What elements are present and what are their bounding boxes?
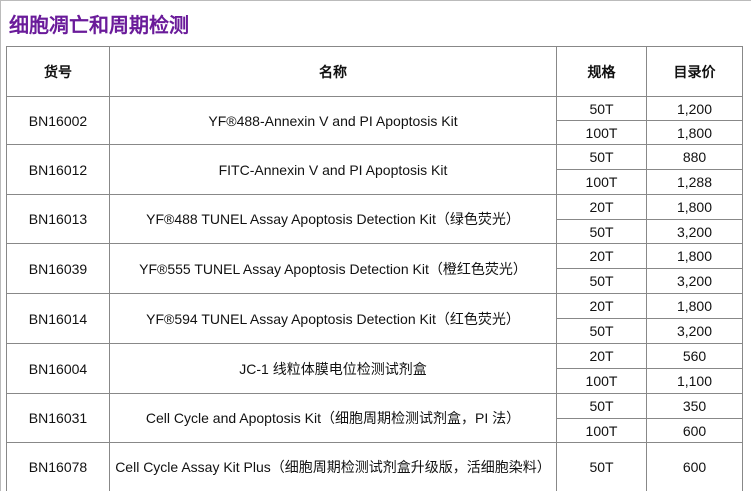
spec-size: 50T bbox=[556, 318, 647, 344]
product-name: Cell Cycle Assay Kit Plus（细胞周期检测试剂盒升级版，活… bbox=[109, 442, 557, 491]
product-name: JC-1 线粒体膜电位检测试剂盒 bbox=[109, 343, 557, 394]
section-title: 细胞凋亡和周期检测 bbox=[9, 13, 189, 37]
spec-size: 100T bbox=[556, 368, 647, 394]
product-id: BN16012 bbox=[6, 144, 110, 195]
spec-price: 1,200 bbox=[646, 96, 743, 121]
spec-price: 1,800 bbox=[646, 194, 743, 220]
product-id: BN16031 bbox=[6, 393, 110, 443]
product-id: BN16013 bbox=[6, 194, 110, 244]
product-name: YF®488 TUNEL Assay Apoptosis Detection K… bbox=[109, 194, 557, 244]
spec-size: 100T bbox=[556, 120, 647, 145]
header-cell: 货号 bbox=[6, 46, 110, 97]
spec-price: 1,100 bbox=[646, 368, 743, 394]
product-id: BN16014 bbox=[6, 293, 110, 344]
spec-size: 100T bbox=[556, 169, 647, 195]
product-name: YF®555 TUNEL Assay Apoptosis Detection K… bbox=[109, 243, 557, 294]
spec-size: 50T bbox=[556, 393, 647, 419]
spec-price: 1,800 bbox=[646, 293, 743, 319]
product-id: BN16002 bbox=[6, 96, 110, 145]
product-name: YF®594 TUNEL Assay Apoptosis Detection K… bbox=[109, 293, 557, 344]
product-id: BN16078 bbox=[6, 442, 110, 491]
spec-size: 20T bbox=[556, 194, 647, 220]
spec-size: 50T bbox=[556, 268, 647, 294]
spec-size: 50T bbox=[556, 442, 647, 491]
spec-price: 3,200 bbox=[646, 318, 743, 344]
spec-price: 600 bbox=[646, 418, 743, 443]
spec-price: 3,200 bbox=[646, 268, 743, 294]
spec-size: 50T bbox=[556, 96, 647, 121]
product-name: FITC-Annexin V and PI Apoptosis Kit bbox=[109, 144, 557, 195]
spec-size: 50T bbox=[556, 144, 647, 170]
spec-price: 600 bbox=[646, 442, 743, 491]
product-name: Cell Cycle and Apoptosis Kit（细胞周期检测试剂盒，P… bbox=[109, 393, 557, 443]
spec-price: 1,800 bbox=[646, 120, 743, 145]
spec-price: 350 bbox=[646, 393, 743, 419]
spec-price: 880 bbox=[646, 144, 743, 170]
spec-price: 1,800 bbox=[646, 243, 743, 269]
product-id: BN16039 bbox=[6, 243, 110, 294]
header-cell: 名称 bbox=[109, 46, 557, 97]
spec-size: 100T bbox=[556, 418, 647, 443]
header-cell: 目录价 bbox=[646, 46, 743, 97]
spec-price: 3,200 bbox=[646, 219, 743, 244]
spec-price: 560 bbox=[646, 343, 743, 369]
spec-size: 20T bbox=[556, 243, 647, 269]
spec-size: 50T bbox=[556, 219, 647, 244]
spec-size: 20T bbox=[556, 293, 647, 319]
product-id: BN16004 bbox=[6, 343, 110, 394]
spec-price: 1,288 bbox=[646, 169, 743, 195]
spec-size: 20T bbox=[556, 343, 647, 369]
header-cell: 规格 bbox=[556, 46, 647, 97]
product-name: YF®488-Annexin V and PI Apoptosis Kit bbox=[109, 96, 557, 145]
